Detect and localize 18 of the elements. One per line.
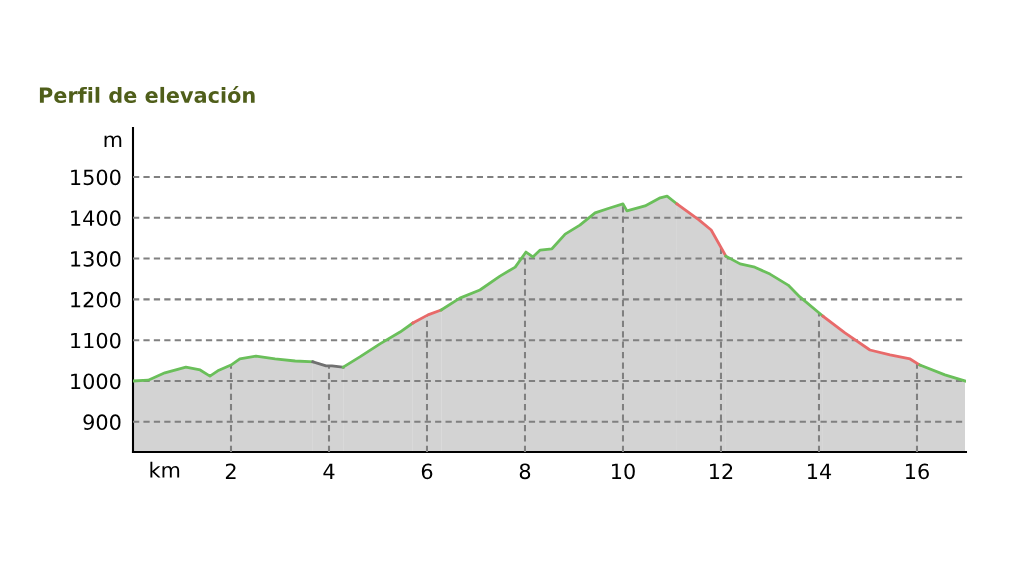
y-tick-label: 1100 bbox=[71, 332, 121, 349]
x-tick-label: 14 bbox=[808, 463, 832, 479]
x-tick-label: 4 bbox=[323, 463, 335, 479]
x-tick-label: 2 bbox=[225, 463, 236, 479]
y-tick-label: 1500 bbox=[71, 169, 121, 186]
y-tick-label: 900 bbox=[83, 414, 121, 431]
y-tick-label: 1000 bbox=[71, 373, 121, 390]
y-axis-title: m bbox=[104, 135, 122, 148]
x-tick-label: 12 bbox=[710, 463, 733, 479]
x-tick-label: 8 bbox=[519, 463, 531, 480]
chart-title: Perfil de elevación bbox=[39, 86, 255, 104]
x-axis-title: km bbox=[150, 461, 180, 478]
y-tick-label: 1300 bbox=[71, 251, 121, 267]
x-tick-label: 16 bbox=[906, 463, 929, 480]
y-tick-label: 1400 bbox=[71, 210, 121, 226]
x-tick-label: 10 bbox=[612, 463, 635, 480]
y-tick-label: 1200 bbox=[71, 291, 121, 308]
x-tick-label: 6 bbox=[421, 463, 433, 480]
